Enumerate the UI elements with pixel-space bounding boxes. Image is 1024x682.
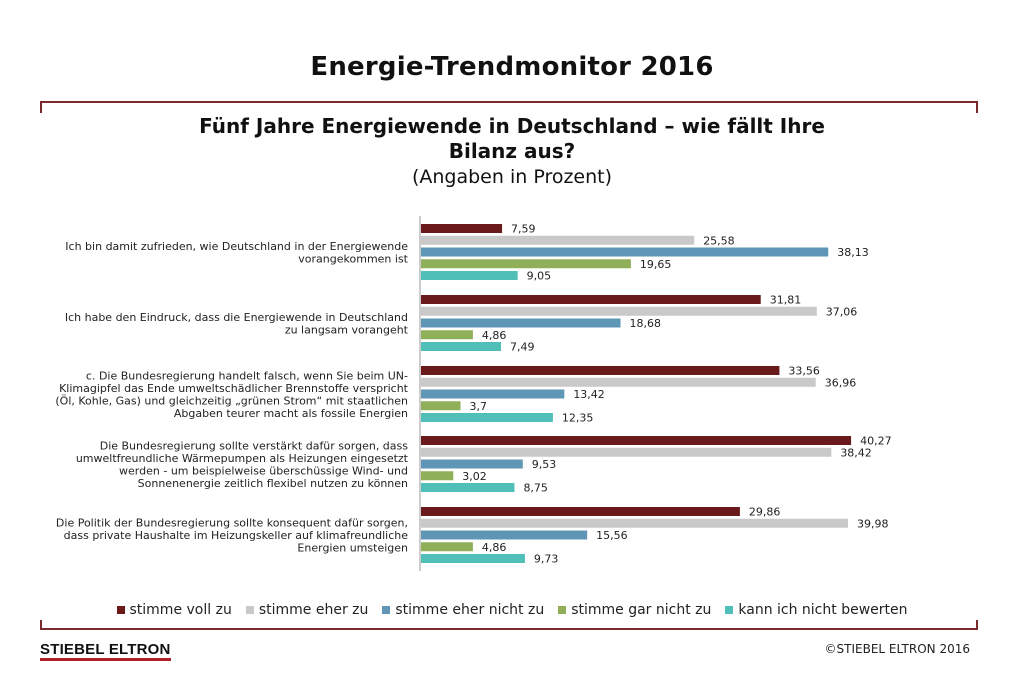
category-label-line: Die Bundesregierung sollte verstärkt daf… [100, 439, 409, 452]
legend-swatch [382, 606, 391, 614]
category-label-line: Abgaben teurer macht als fossile Energie… [174, 407, 408, 420]
category-label: Die Politik der Bundesregierung sollte k… [56, 517, 408, 555]
bar [421, 389, 565, 399]
bar [421, 366, 780, 375]
category-label: Ich bin damit zufrieden, wie Deutschland… [65, 240, 408, 266]
bar [421, 295, 761, 304]
legend-label: stimme eher nicht zu [395, 602, 545, 618]
data-label: 38,13 [837, 246, 869, 259]
category-label-line: Klimagipfel das Ende umweltschädlicher B… [59, 382, 409, 395]
chart-title-line-1: Fünf Jahre Energiewende in Deutschland –… [199, 114, 825, 138]
data-label: 9,53 [532, 458, 557, 471]
bar [421, 471, 454, 481]
chart-title: Fünf Jahre Energiewende in Deutschland –… [0, 114, 1024, 164]
legend-label: stimme gar nicht zu [571, 602, 712, 618]
data-label: 36,96 [825, 376, 857, 389]
category-label-line: Die Politik der Bundesregierung sollte k… [56, 517, 408, 530]
bar [421, 459, 523, 469]
bar [421, 306, 817, 316]
legend-item: stimme eher zu [245, 602, 369, 618]
data-label: 15,56 [596, 529, 628, 542]
bar [421, 318, 621, 328]
legend-swatch [245, 606, 254, 614]
category-label-line: zu langsam vorangeht [285, 323, 409, 336]
legend-label: stimme voll zu [129, 602, 232, 618]
category-label: c. Die Bundesregierung handelt falsch, w… [55, 369, 408, 420]
brand-logo: STIEBEL ELTRON [40, 642, 171, 661]
legend-item: stimme gar nicht zu [558, 602, 711, 618]
data-label: 40,27 [860, 435, 892, 448]
bar [421, 330, 473, 340]
category-label-line: vorangekommen ist [298, 252, 408, 265]
bar [421, 507, 740, 516]
bar [421, 413, 553, 422]
bar [421, 401, 461, 411]
bar [421, 530, 588, 540]
bar [421, 447, 832, 457]
legend-label: kann ich nicht bewerten [738, 602, 908, 618]
data-label: 7,59 [511, 223, 535, 236]
bar [421, 235, 695, 245]
data-label: 13,42 [573, 388, 605, 401]
category-label-line: dass private Haushalte im Heizungskeller… [64, 529, 409, 542]
bar [421, 518, 848, 528]
category-label-line: werden - um beispielweise überschüssige … [119, 464, 408, 477]
footer-divider [40, 620, 978, 630]
category-label-line: Energien umsteigen [297, 542, 408, 555]
legend-swatch [558, 606, 567, 614]
bar [421, 224, 503, 233]
chart-legend: stimme voll zu stimme eher zu stimme eher … [0, 602, 1024, 618]
data-label: 39,98 [857, 517, 889, 530]
category-label: Ich habe den Eindruck, dass die Energiew… [65, 311, 409, 337]
category-label-line: (Öl, Kohle, Gas) und gleichzeitig „grüne… [55, 394, 408, 407]
legend-item: stimme voll zu [116, 602, 232, 618]
legend-item: stimme eher nicht zu [382, 602, 544, 618]
legend-label: stimme eher zu [258, 602, 369, 618]
data-label: 4,86 [482, 541, 507, 554]
category-label: Die Bundesregierung sollte verstärkt daf… [76, 439, 409, 490]
page-title: Energie-Trendmonitor 2016 [310, 52, 714, 82]
chart-unit-note: (Angaben in Prozent) [411, 166, 613, 188]
legend-item: kann ich nicht bewerten [725, 602, 908, 618]
legend-swatch [116, 606, 125, 614]
data-label: 3,7 [470, 400, 488, 413]
data-label: 31,81 [770, 294, 802, 307]
data-label: 9,73 [534, 553, 559, 566]
category-label-line: Ich bin damit zufrieden, wie Deutschland… [65, 240, 408, 253]
data-label: 18,68 [630, 317, 662, 330]
data-label: 38,42 [840, 446, 872, 459]
data-label: 3,02 [462, 470, 487, 483]
data-label: 33,56 [788, 365, 820, 378]
legend-swatch [725, 606, 734, 614]
header-divider [40, 101, 978, 113]
bar [421, 247, 829, 257]
data-label: 37,06 [826, 305, 858, 318]
category-label-line: Ich habe den Eindruck, dass die Energiew… [65, 311, 408, 324]
data-label: 12,35 [562, 412, 594, 425]
data-label: 4,86 [482, 329, 507, 342]
data-label: 8,75 [523, 482, 548, 495]
category-label-line: Sonnenenergie zeitlich flexibel nutzen z… [138, 477, 408, 490]
bar [421, 271, 518, 280]
data-label: 9,05 [527, 270, 552, 283]
bar [421, 259, 631, 269]
category-label-line: c. Die Bundesregierung handelt falsch, w… [86, 369, 408, 382]
bar [421, 436, 852, 445]
copyright-notice: ©STIEBEL ELTRON 2016 [824, 642, 970, 656]
data-label: 29,86 [749, 506, 781, 519]
bar [421, 542, 473, 552]
bar-chart: Ich bin damit zufrieden, wie Deutschland… [55, 216, 892, 571]
data-label: 25,58 [703, 234, 735, 247]
bar [421, 483, 515, 492]
bar [421, 342, 501, 351]
chart-title-line-2: Bilanz aus? [448, 139, 576, 163]
category-label-line: umweltfreundliche Wärmepumpen als Heizun… [76, 452, 409, 465]
bar [421, 377, 816, 387]
data-label: 7,49 [510, 341, 534, 354]
data-label: 19,65 [640, 258, 672, 271]
bar [421, 554, 525, 563]
